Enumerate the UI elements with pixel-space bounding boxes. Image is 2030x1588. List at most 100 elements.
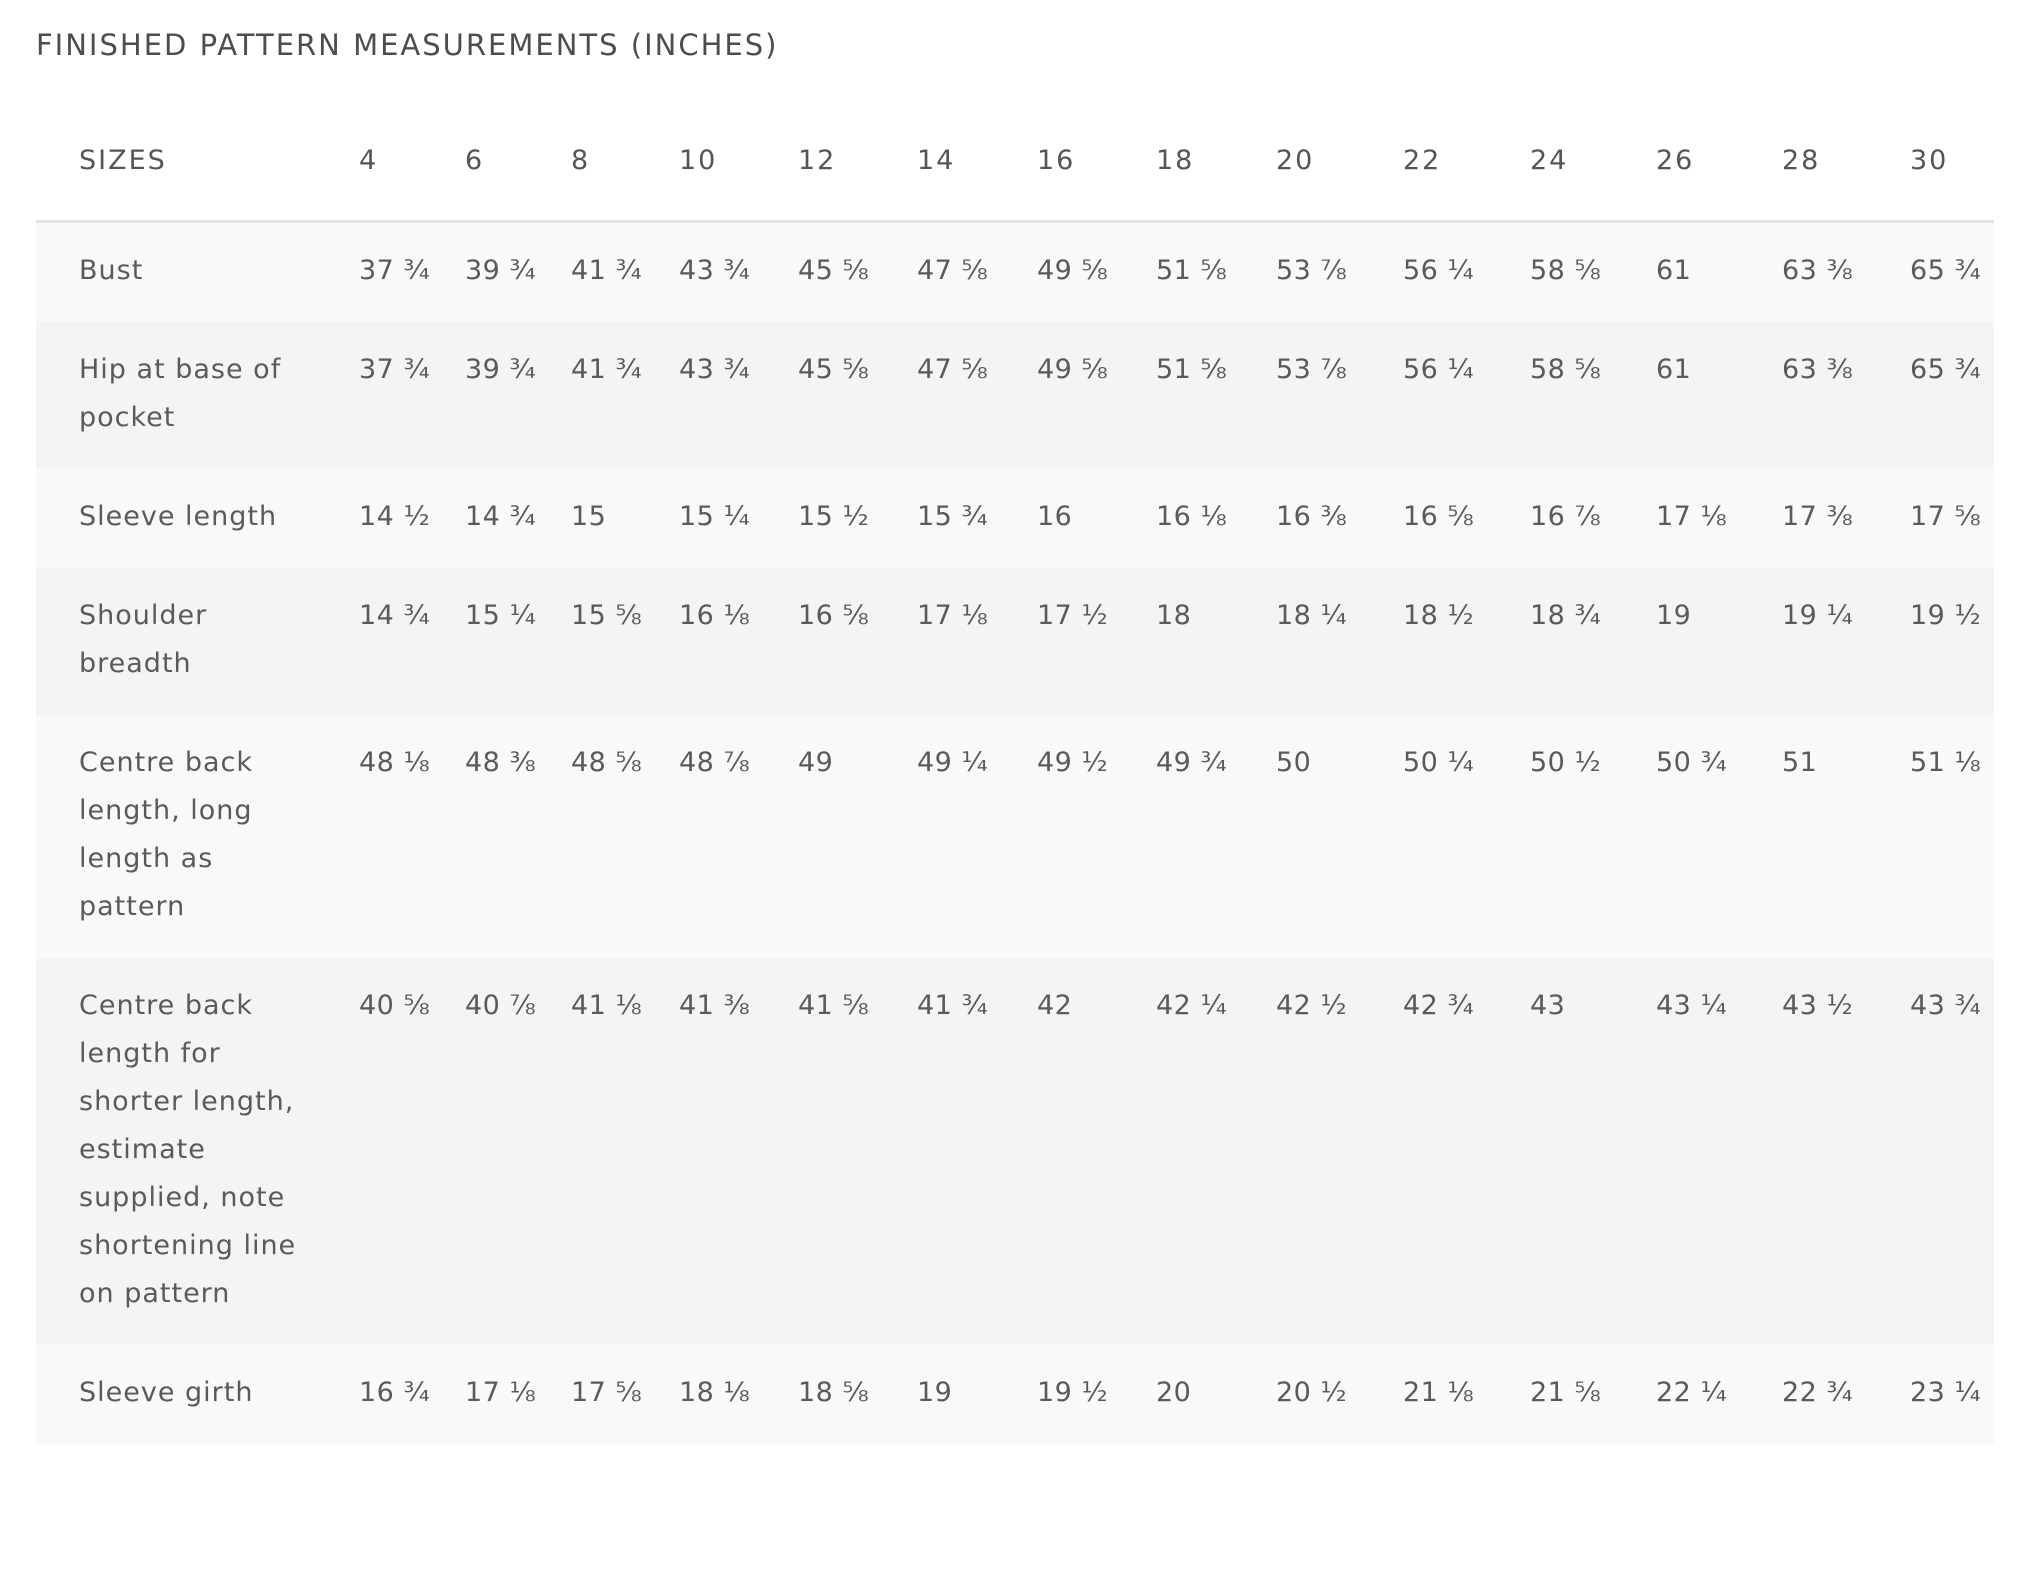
row-label: Shoulder breadth — [36, 568, 359, 715]
header-size: 24 — [1530, 100, 1656, 223]
table-row: Hip at base of pocket 37 ¾ 39 ¾ 41 ¾ 43 ¾ 45 … — [36, 322, 1994, 469]
measurement-cell: 18 ⅛ — [679, 1345, 798, 1444]
measurement-cell: 16 ⅝ — [798, 568, 917, 715]
measurement-cell: 19 — [917, 1345, 1037, 1444]
measurement-cell: 14 ½ — [359, 469, 465, 568]
measurement-cell: 16 ⅝ — [1403, 469, 1530, 568]
measurement-cell: 51 — [1782, 715, 1910, 958]
measurement-cell: 53 ⅞ — [1276, 221, 1403, 322]
header-size: 6 — [465, 100, 571, 223]
header-size: 10 — [679, 100, 798, 223]
measurement-cell: 15 ⅝ — [571, 568, 679, 715]
row-label: Sleeve girth — [36, 1345, 359, 1444]
measurements-table: SIZES 4 6 8 10 12 14 16 18 20 22 24 26 2… — [36, 100, 1994, 1444]
measurement-cell: 51 ⅝ — [1156, 221, 1276, 322]
header-size: 12 — [798, 100, 917, 223]
measurement-cell: 19 ½ — [1910, 568, 1994, 715]
measurement-cell: 42 ¼ — [1156, 958, 1276, 1345]
measurement-cell: 23 ¼ — [1910, 1345, 1994, 1444]
header-size: 20 — [1276, 100, 1403, 223]
measurement-cell: 22 ¼ — [1656, 1345, 1782, 1444]
measurement-cell: 49 ½ — [1037, 715, 1156, 958]
header-size: 16 — [1037, 100, 1156, 223]
measurement-cell: 18 — [1156, 568, 1276, 715]
header-size: 8 — [571, 100, 679, 223]
table-body: Bust 37 ¾ 39 ¾ 41 ¾ 43 ¾ 45 ⅝ 47 ⅝ 49 ⅝ 51 ⅝ 53 ⅞… — [36, 221, 1994, 1444]
measurement-cell: 43 ¾ — [1910, 958, 1994, 1345]
measurement-cell: 15 — [571, 469, 679, 568]
header-size: 26 — [1656, 100, 1782, 223]
measurement-cell: 43 — [1530, 958, 1656, 1345]
measurement-cell: 17 ⅝ — [571, 1345, 679, 1444]
measurement-cell: 47 ⅝ — [917, 322, 1037, 469]
measurement-cell: 50 ½ — [1530, 715, 1656, 958]
measurement-cell: 50 — [1276, 715, 1403, 958]
measurement-cell: 49 ⅝ — [1037, 221, 1156, 322]
measurement-cell: 41 ¾ — [571, 221, 679, 322]
measurement-cell: 18 ⅝ — [798, 1345, 917, 1444]
measurement-cell: 40 ⅞ — [465, 958, 571, 1345]
measurement-cell: 21 ⅛ — [1403, 1345, 1530, 1444]
measurement-cell: 51 ⅛ — [1910, 715, 1994, 958]
measurement-cell: 16 ⅛ — [679, 568, 798, 715]
measurement-cell: 17 ⅛ — [1656, 469, 1782, 568]
row-label: Bust — [36, 221, 359, 322]
measurement-cell: 42 — [1037, 958, 1156, 1345]
measurement-cell: 42 ½ — [1276, 958, 1403, 1345]
table-row: Bust 37 ¾ 39 ¾ 41 ¾ 43 ¾ 45 ⅝ 47 ⅝ 49 ⅝ 51 ⅝ 53 ⅞… — [36, 221, 1994, 322]
measurement-cell: 18 ¼ — [1276, 568, 1403, 715]
measurement-cell: 49 — [798, 715, 917, 958]
measurement-cell: 20 — [1156, 1345, 1276, 1444]
measurement-cell: 65 ¾ — [1910, 221, 1994, 322]
table-row: Centre back length for shorter length, e… — [36, 958, 1994, 1345]
measurement-cell: 17 ⅜ — [1782, 469, 1910, 568]
header-size: 4 — [359, 100, 465, 223]
measurement-cell: 48 ⅛ — [359, 715, 465, 958]
measurement-cell: 15 ¼ — [465, 568, 571, 715]
measurement-cell: 51 ⅝ — [1156, 322, 1276, 469]
measurement-cell: 17 ⅛ — [917, 568, 1037, 715]
measurement-cell: 39 ¾ — [465, 221, 571, 322]
measurement-cell: 43 ¾ — [679, 322, 798, 469]
measurement-cell: 43 ¼ — [1656, 958, 1782, 1345]
measurement-cell: 56 ¼ — [1403, 221, 1530, 322]
measurement-cell: 41 ¾ — [917, 958, 1037, 1345]
measurement-cell: 14 ¾ — [359, 568, 465, 715]
header-size: 18 — [1156, 100, 1276, 223]
header-size: 14 — [917, 100, 1037, 223]
measurement-cell: 19 ¼ — [1782, 568, 1910, 715]
measurement-cell: 15 ¾ — [917, 469, 1037, 568]
measurement-cell: 65 ¾ — [1910, 322, 1994, 469]
measurement-cell: 49 ¼ — [917, 715, 1037, 958]
header-sizes-label: SIZES — [36, 100, 359, 223]
measurement-cell: 63 ⅜ — [1782, 221, 1910, 322]
measurement-cell: 40 ⅝ — [359, 958, 465, 1345]
measurement-cell: 18 ½ — [1403, 568, 1530, 715]
table-row: Sleeve length 14 ½ 14 ¾ 15 15 ¼ 15 ½ 15 ¾ 16 16 … — [36, 469, 1994, 568]
table-row: Shoulder breadth 14 ¾ 15 ¼ 15 ⅝ 16 ⅛ 16 ⅝ 17 ⅛… — [36, 568, 1994, 715]
measurement-cell: 58 ⅝ — [1530, 322, 1656, 469]
table-row: Sleeve girth 16 ¾ 17 ⅛ 17 ⅝ 18 ⅛ 18 ⅝ 19 19 ½ 20… — [36, 1345, 1994, 1444]
measurement-cell: 49 ¾ — [1156, 715, 1276, 958]
measurement-cell: 39 ¾ — [465, 322, 571, 469]
measurement-cell: 16 ¾ — [359, 1345, 465, 1444]
measurement-cell: 15 ½ — [798, 469, 917, 568]
measurement-cell: 41 ¾ — [571, 322, 679, 469]
row-label: Centre back length for shorter length, e… — [36, 958, 359, 1345]
measurement-cell: 37 ¾ — [359, 322, 465, 469]
measurement-cell: 41 ⅝ — [798, 958, 917, 1345]
header-size: 30 — [1910, 100, 1994, 223]
measurement-cell: 41 ⅛ — [571, 958, 679, 1345]
row-label: Hip at base of pocket — [36, 322, 359, 469]
measurement-cell: 17 ⅛ — [465, 1345, 571, 1444]
measurement-cell: 48 ⅝ — [571, 715, 679, 958]
measurement-cell: 18 ¾ — [1530, 568, 1656, 715]
measurement-cell: 41 ⅜ — [679, 958, 798, 1345]
measurement-cell: 43 ¾ — [679, 221, 798, 322]
page-title: FINISHED PATTERN MEASUREMENTS (INCHES) — [36, 28, 779, 62]
measurement-cell: 45 ⅝ — [798, 221, 917, 322]
measurement-cell: 20 ½ — [1276, 1345, 1403, 1444]
table-row: Centre back length, long length as patte… — [36, 715, 1994, 958]
measurement-cell: 37 ¾ — [359, 221, 465, 322]
measurement-cell: 47 ⅝ — [917, 221, 1037, 322]
